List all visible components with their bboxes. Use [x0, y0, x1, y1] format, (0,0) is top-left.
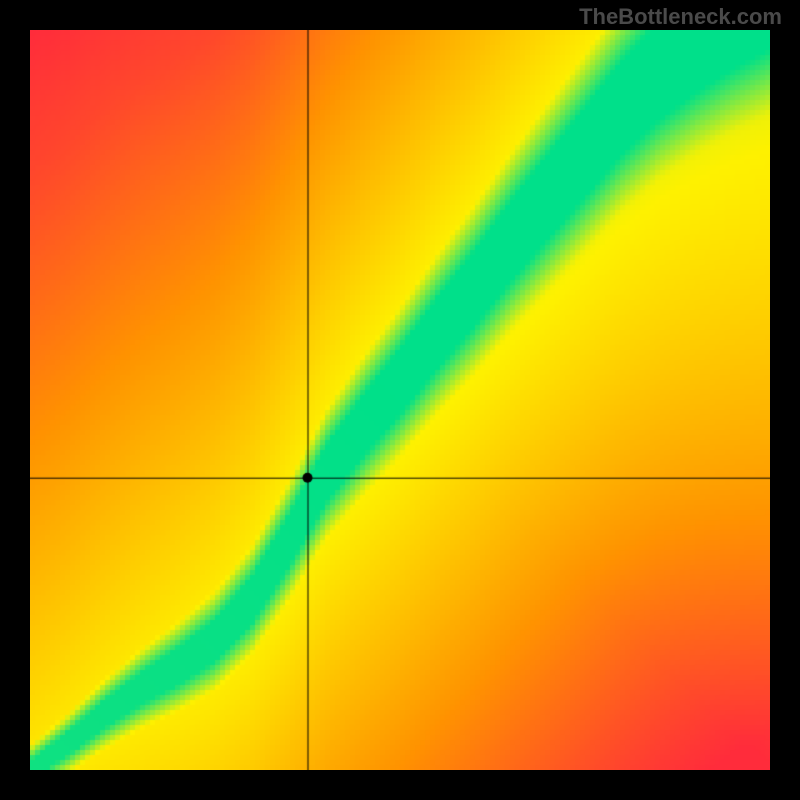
watermark-text: TheBottleneck.com [579, 4, 782, 30]
chart-container: TheBottleneck.com [0, 0, 800, 800]
heatmap-plot [30, 30, 770, 770]
heatmap-canvas [30, 30, 770, 770]
